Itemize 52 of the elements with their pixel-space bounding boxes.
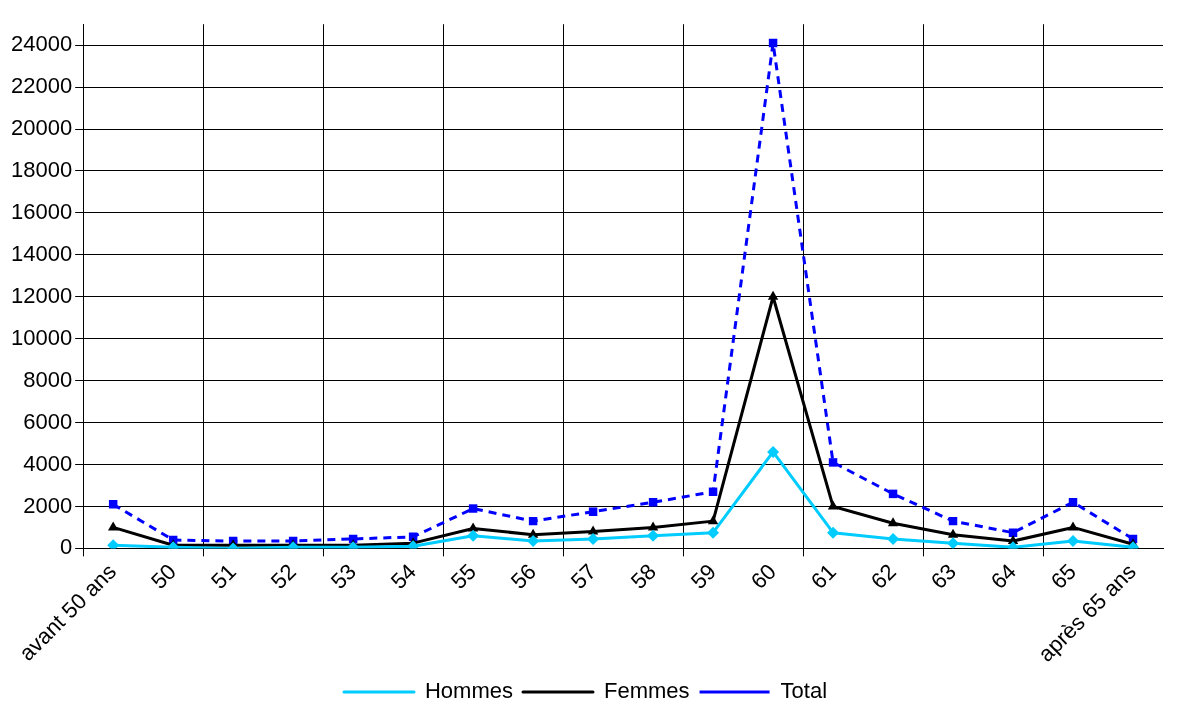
x-tick-label: 53 xyxy=(325,558,361,594)
point xyxy=(1067,535,1080,548)
point xyxy=(108,500,118,509)
point xyxy=(767,445,780,458)
x-tick-label: 64 xyxy=(985,558,1021,594)
x-tick-label: 52 xyxy=(265,558,301,594)
point xyxy=(1067,521,1079,531)
point xyxy=(1008,528,1018,537)
x-tick-label: 61 xyxy=(805,558,841,594)
x-tick-label: 65 xyxy=(1045,558,1081,594)
point xyxy=(1068,498,1078,507)
point xyxy=(648,498,658,507)
x-tick-label: 59 xyxy=(685,558,721,594)
point xyxy=(947,528,959,538)
legend-label: Femmes xyxy=(603,678,690,704)
x-tick-label: 54 xyxy=(385,558,421,594)
point xyxy=(707,515,719,525)
x-tick-label: 50 xyxy=(145,558,181,594)
point xyxy=(647,521,659,531)
point xyxy=(468,504,478,513)
y-tick-label: 24000 xyxy=(10,31,73,57)
y-tick-label: 20000 xyxy=(10,115,73,141)
x-tick-label: 56 xyxy=(505,558,541,594)
y-tick-label: 4000 xyxy=(23,450,73,476)
y-tick-label: 6000 xyxy=(23,408,73,434)
point xyxy=(947,537,960,549)
point xyxy=(827,500,839,510)
y-tick-label: 10000 xyxy=(10,324,73,350)
point xyxy=(887,517,899,527)
x-tick-label: 51 xyxy=(205,558,241,594)
y-tick-label: 22000 xyxy=(10,73,73,99)
x-tick-label: 55 xyxy=(445,558,481,594)
y-tick-label: 16000 xyxy=(10,198,73,224)
point xyxy=(767,290,779,300)
y-tick-label: 2000 xyxy=(23,492,73,518)
x-tick-label: 62 xyxy=(865,558,901,594)
x-tick-label: 57 xyxy=(565,558,601,594)
x-tick-label: 58 xyxy=(625,558,661,594)
y-tick-label: 0 xyxy=(59,534,73,560)
y-tick-label: 8000 xyxy=(23,366,73,392)
x-tick-label: 60 xyxy=(745,558,781,594)
legend-label: Total xyxy=(780,678,828,704)
point xyxy=(828,458,838,467)
y-tick-label: 14000 xyxy=(10,240,73,266)
point xyxy=(827,526,840,539)
point xyxy=(467,529,480,542)
point xyxy=(588,507,598,516)
y-tick-label: 12000 xyxy=(10,282,73,308)
y-tick-label: 18000 xyxy=(10,157,73,183)
legend-label: Hommes xyxy=(424,678,513,704)
point xyxy=(707,526,720,539)
x-tick-label: 63 xyxy=(925,558,961,594)
